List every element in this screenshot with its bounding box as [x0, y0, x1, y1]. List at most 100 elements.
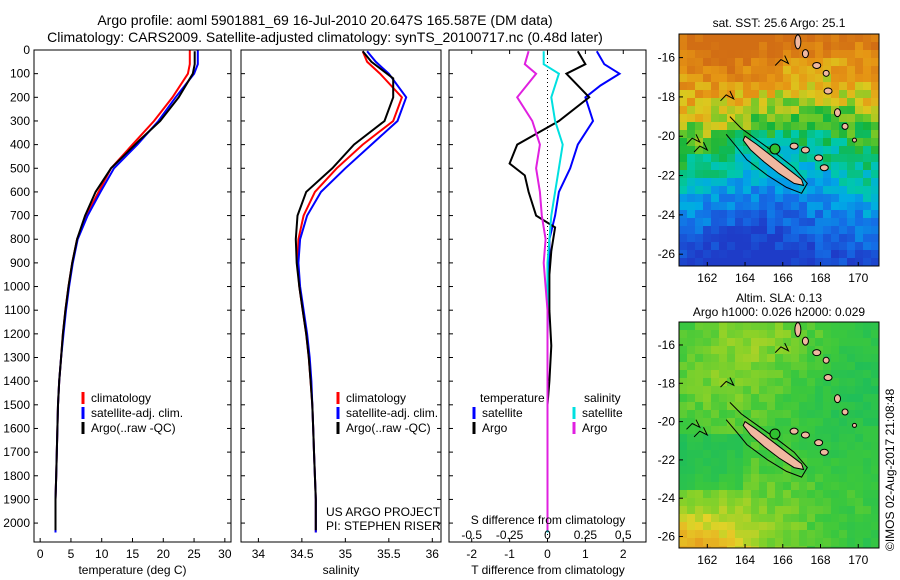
grid-cell: [775, 202, 784, 211]
grid-cell: [703, 450, 712, 459]
grid-cell: [775, 74, 784, 83]
grid-cell: [719, 34, 728, 43]
grid-cell: [743, 362, 752, 371]
grid-cell: [815, 210, 824, 219]
grid-cell: [719, 66, 728, 75]
grid-cell: [695, 194, 704, 203]
grid-cell: [807, 394, 816, 403]
grid-cell: [703, 466, 712, 475]
grid-cell: [855, 74, 864, 83]
grid-cell: [711, 210, 720, 219]
grid-cell: [791, 474, 800, 483]
grid-cell: [831, 362, 840, 371]
grid-cell: [839, 450, 848, 459]
grid-cell: [839, 50, 848, 59]
grid-cell: [847, 170, 856, 179]
grid-cell: [711, 138, 720, 147]
grid-cell: [743, 186, 752, 195]
grid-cell: [775, 42, 784, 51]
grid-cell: [871, 426, 879, 435]
grid-cell: [767, 394, 776, 403]
grid-cell: [751, 418, 760, 427]
grid-cell: [871, 42, 879, 51]
vanuatu-island: [851, 422, 857, 428]
grid-cell: [727, 162, 736, 171]
grid-cell: [703, 42, 712, 51]
grid-cell: [687, 98, 696, 107]
grid-cell: [767, 434, 776, 443]
grid-cell: [719, 498, 728, 507]
grid-cell: [791, 354, 800, 363]
grid-cell: [807, 138, 816, 147]
grid-cell: [759, 42, 768, 51]
grid-cell: [727, 514, 736, 523]
grid-cell: [799, 402, 808, 411]
grid-cell: [679, 42, 688, 51]
grid-cell: [711, 378, 720, 387]
grid-cell: [791, 114, 800, 123]
grid-cell: [727, 482, 736, 491]
grid-cell: [847, 74, 856, 83]
grid-cell: [815, 466, 824, 475]
grid-cell: [735, 114, 744, 123]
grid-cell: [703, 138, 712, 147]
grid-cell: [863, 42, 872, 51]
grid-cell: [695, 186, 704, 195]
grid-cell: [831, 170, 840, 179]
grid-cell: [703, 378, 712, 387]
grid-cell: [775, 138, 784, 147]
grid-cell: [687, 450, 696, 459]
grid-cell: [847, 466, 856, 475]
grid-cell: [711, 258, 720, 266]
grid-cell: [823, 202, 832, 211]
grid-cell: [775, 538, 784, 547]
grid-cell: [719, 178, 728, 187]
grid-cell: [759, 354, 768, 363]
grid-cell: [823, 522, 832, 531]
grid-cell: [839, 210, 848, 219]
grid-cell: [695, 154, 704, 163]
grid-cell: [831, 546, 840, 548]
grid-cell: [799, 106, 808, 115]
grid-cell: [759, 194, 768, 203]
grid-cell: [807, 522, 816, 531]
grid-cell: [727, 58, 736, 67]
grid-cell: [751, 410, 760, 419]
grid-cell: [703, 386, 712, 395]
grid-cell: [839, 58, 848, 67]
grid-cell: [727, 530, 736, 539]
grid-cell: [815, 50, 824, 59]
grid-cell: [847, 34, 856, 43]
grid-cell: [751, 354, 760, 363]
grid-cell: [695, 98, 704, 107]
grid-cell: [679, 186, 688, 195]
grid-cell: [823, 402, 832, 411]
grid-cell: [727, 418, 736, 427]
grid-cell: [847, 218, 856, 227]
reef-outline-small: [774, 342, 790, 353]
grid-cell: [831, 138, 840, 147]
grid-cell: [871, 546, 879, 548]
grid-cell: [679, 410, 688, 419]
grid-cell: [791, 530, 800, 539]
grid-cell: [703, 130, 712, 139]
grid-cell: [759, 250, 768, 259]
grid-cell: [823, 482, 832, 491]
grid-cell: [695, 354, 704, 363]
grid-cell: [823, 434, 832, 443]
grid-cell: [719, 434, 728, 443]
grid-cell: [727, 330, 736, 339]
grid-cell: [807, 106, 816, 115]
x-tick-label: 36: [426, 547, 440, 561]
vanuatu-island: [851, 137, 857, 143]
grid-cell: [783, 138, 792, 147]
grid-cell: [815, 242, 824, 251]
grid-cell: [863, 362, 872, 371]
grid-cell: [775, 82, 784, 91]
grid-cell: [743, 514, 752, 523]
grid-cell: [735, 42, 744, 51]
grid-cell: [695, 250, 704, 259]
grid-cell: [839, 442, 848, 451]
grid-cell: [831, 458, 840, 467]
grid-cell: [847, 154, 856, 163]
